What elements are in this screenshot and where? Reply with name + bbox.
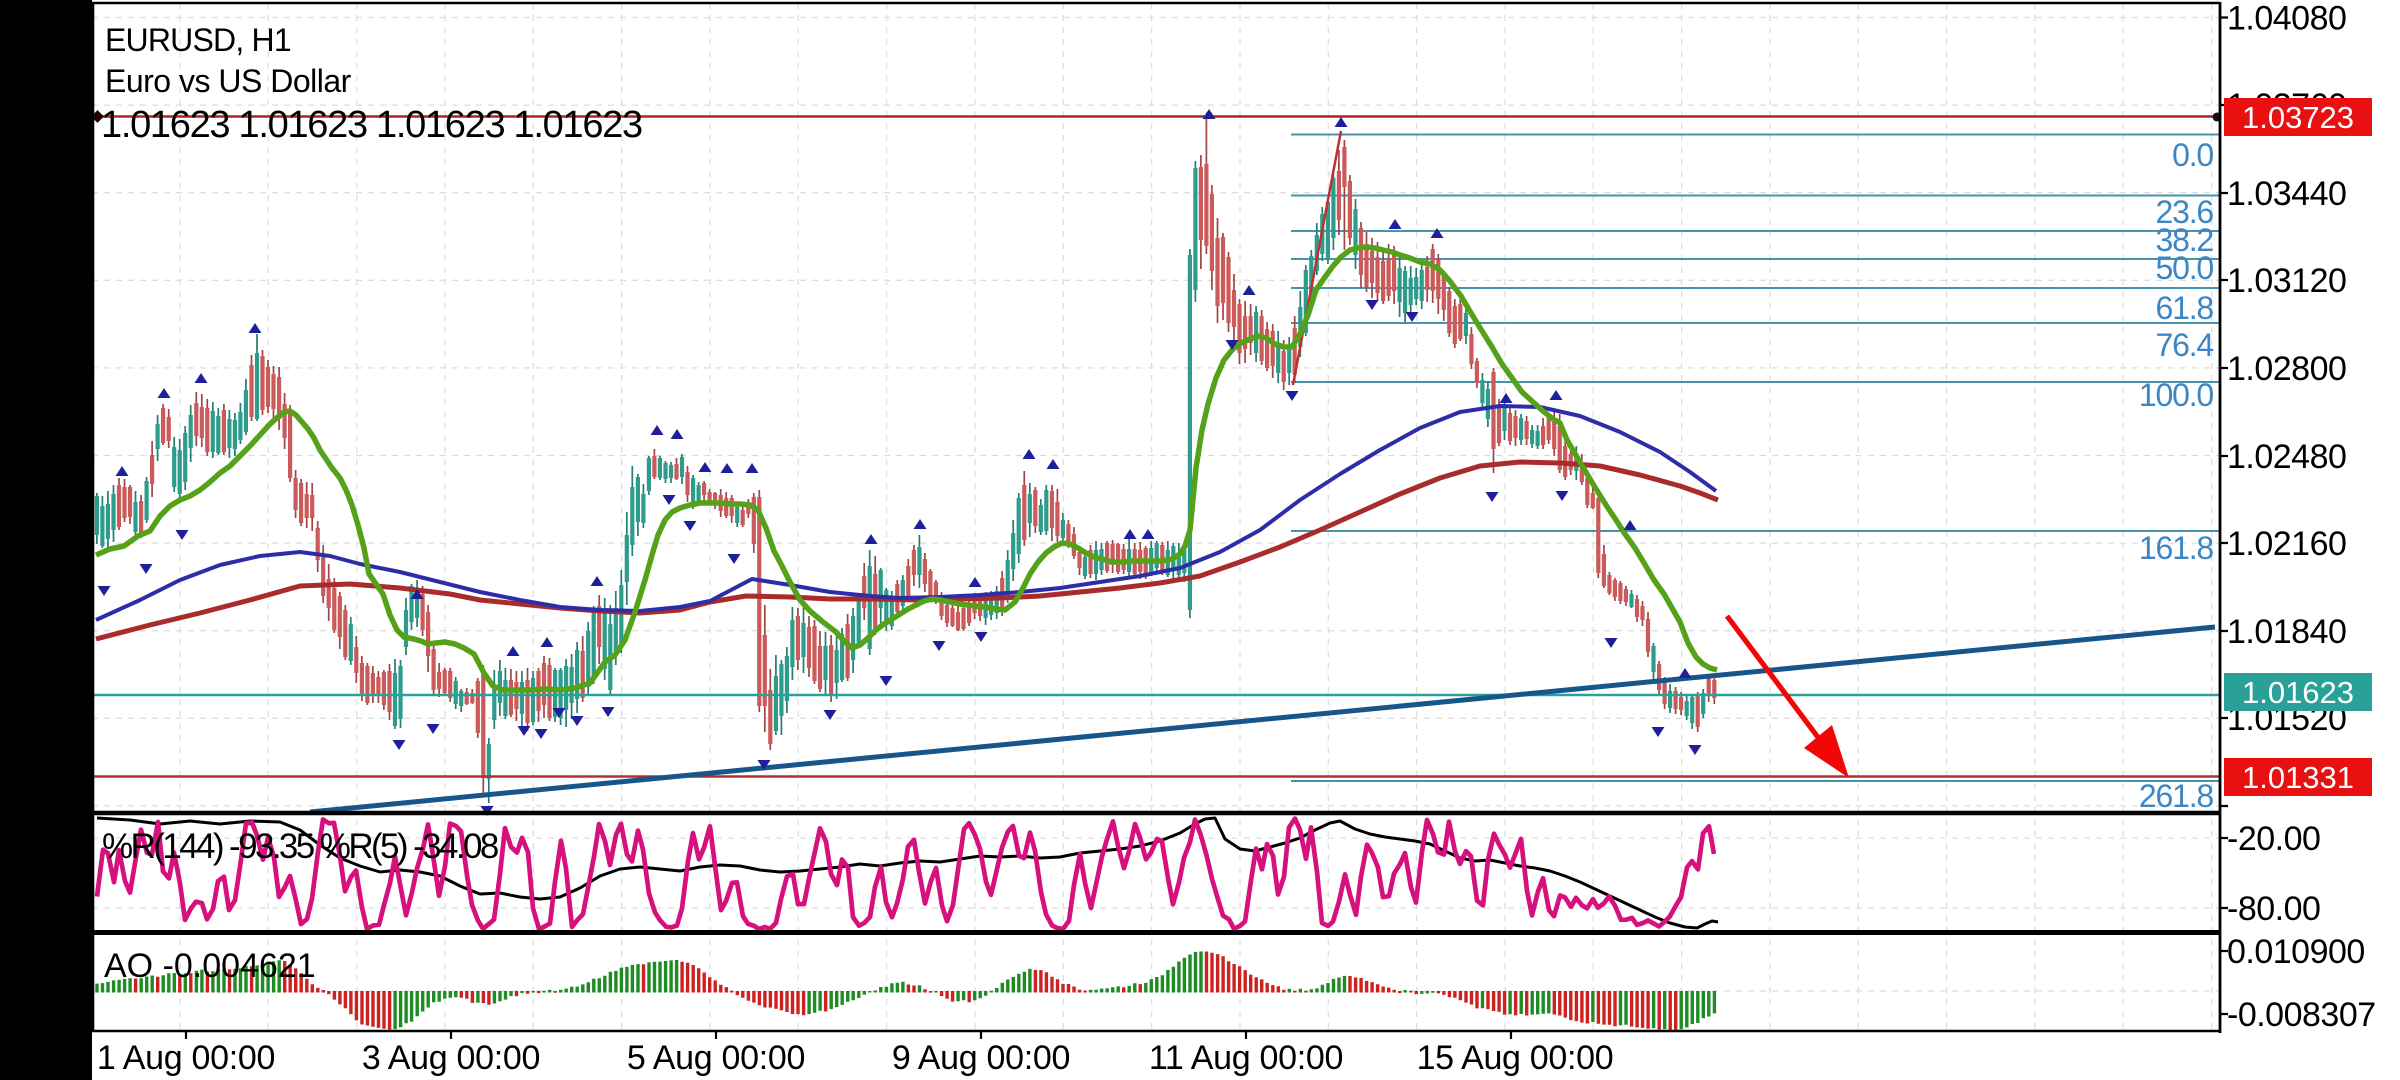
svg-text:38.2: 38.2 <box>2156 222 2214 258</box>
svg-text:76.4: 76.4 <box>2156 327 2214 363</box>
svg-text:AO -0.004621: AO -0.004621 <box>104 947 316 985</box>
svg-text:1 Aug 00:00: 1 Aug 00:00 <box>97 1039 275 1077</box>
svg-text:1.02800: 1.02800 <box>2227 350 2346 388</box>
svg-text:15 Aug 00:00: 15 Aug 00:00 <box>1417 1039 1614 1077</box>
svg-text:1.01623: 1.01623 <box>2242 675 2354 710</box>
svg-text:1.01623 1.01623 1.01623 1.0162: 1.01623 1.01623 1.01623 1.01623 <box>101 104 642 146</box>
svg-text:1.03120: 1.03120 <box>2227 262 2346 300</box>
svg-text:3 Aug 00:00: 3 Aug 00:00 <box>362 1039 540 1077</box>
svg-text:5 Aug 00:00: 5 Aug 00:00 <box>627 1039 805 1077</box>
svg-text:50.0: 50.0 <box>2156 250 2214 286</box>
svg-text:0.0: 0.0 <box>2172 137 2213 173</box>
svg-text:11 Aug 00:00: 11 Aug 00:00 <box>1149 1039 1343 1077</box>
svg-text:1.01331: 1.01331 <box>2242 760 2354 795</box>
svg-text:1.02160: 1.02160 <box>2227 525 2346 563</box>
svg-text:EURUSD, H1: EURUSD, H1 <box>105 22 291 58</box>
svg-text:Euro vs US Dollar: Euro vs US Dollar <box>105 63 352 99</box>
svg-text:1.04080: 1.04080 <box>2227 0 2346 38</box>
svg-text:1.03723: 1.03723 <box>2242 100 2354 135</box>
svg-text:-20.00: -20.00 <box>2227 820 2320 858</box>
svg-text:%R(144) -93.35 %R(5) -34.08: %R(144) -93.35 %R(5) -34.08 <box>102 827 498 866</box>
svg-text:1.02480: 1.02480 <box>2227 438 2346 476</box>
svg-text:-80.00: -80.00 <box>2227 890 2320 928</box>
svg-text:100.0: 100.0 <box>2139 377 2213 413</box>
svg-text:23.6: 23.6 <box>2156 194 2214 230</box>
svg-text:161.8: 161.8 <box>2139 530 2213 566</box>
svg-text:1.03440: 1.03440 <box>2227 175 2346 213</box>
svg-text:261.8: 261.8 <box>2139 778 2213 814</box>
svg-text:0.010900: 0.010900 <box>2227 933 2365 971</box>
svg-text:61.8: 61.8 <box>2156 290 2214 326</box>
svg-text:1.01840: 1.01840 <box>2227 613 2346 651</box>
svg-text:-0.008307: -0.008307 <box>2227 996 2376 1034</box>
svg-text:9 Aug 00:00: 9 Aug 00:00 <box>892 1039 1070 1077</box>
